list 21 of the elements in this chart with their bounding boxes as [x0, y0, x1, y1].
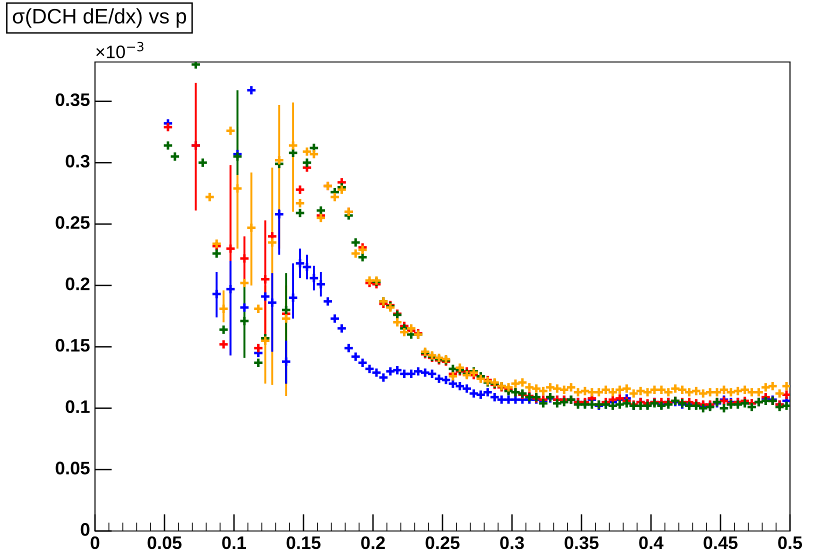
- y-tick-label: 0.25: [56, 216, 90, 229]
- x-tick-label: 0.05: [148, 536, 182, 550]
- y-tick-label: 0: [80, 523, 90, 536]
- chart-title: σ(DCH dE/dx) vs p: [12, 8, 186, 28]
- y-tick-label: 0.35: [56, 93, 90, 106]
- x-tick-label: 0.35: [564, 536, 599, 550]
- y-tick-label: 0.1: [66, 400, 90, 414]
- x-tick-label: 0.1: [222, 536, 246, 550]
- y-tick-label: 0.2: [66, 278, 90, 290]
- x-tick-label: 0.45: [704, 536, 738, 550]
- y-tick-label: 0.3: [66, 154, 90, 168]
- x-tick-label: 0.5: [778, 536, 802, 550]
- text: ×10$^{−3}$: [96, 42, 144, 58]
- y-tick-label: 0.05: [56, 462, 90, 474]
- x-tick-label: 0: [90, 536, 100, 550]
- x-tick-label: 0.15: [286, 536, 321, 550]
- x-tick-label: 0.3: [500, 536, 524, 550]
- x-tick-label: 0.2: [361, 536, 385, 550]
- x-tick-label: 0.4: [639, 536, 664, 550]
- y-tick-label: 0.15: [56, 338, 90, 352]
- x-tick-label: 0.25: [426, 536, 460, 550]
